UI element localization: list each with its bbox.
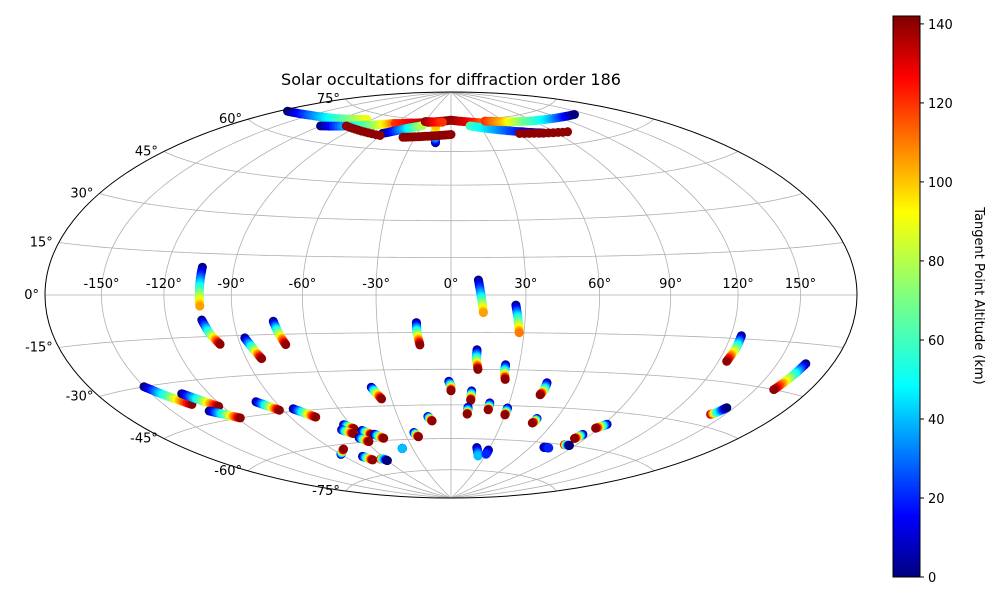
- latitude-labels: -75° -60° -45° -30° -15° 0° 15° 30° 45° 60° 75°: [24, 92, 340, 499]
- occultation-point: [769, 385, 779, 395]
- parallel-line: [58, 332, 844, 348]
- occultation-point: [414, 432, 423, 442]
- occultation-point: [215, 339, 225, 349]
- lon-tick-label: 30°: [514, 277, 537, 292]
- lat-tick-label: 15°: [30, 236, 53, 251]
- parallel-line: [247, 118, 655, 152]
- occultation-point: [379, 433, 389, 443]
- colorbar: 0 20 40 60 80 100 120 140 Tangent Point Altitud…: [892, 15, 986, 586]
- occultation-point: [364, 437, 374, 447]
- lat-tick-label: -30°: [66, 390, 94, 405]
- lat-tick-label: 60°: [219, 112, 242, 127]
- colorbar-tick-label: 120: [928, 97, 953, 112]
- occultation-point: [473, 451, 483, 461]
- occultation-point: [446, 130, 456, 139]
- chart-title: Solar occultations for diffraction order…: [281, 70, 621, 89]
- occultation-point: [570, 434, 579, 443]
- occultation-point: [368, 455, 378, 465]
- colorbar-tick-label: 0: [928, 571, 936, 586]
- occultation-point: [446, 386, 456, 396]
- occultation-point: [535, 390, 545, 400]
- colorbar-frame: [892, 15, 921, 578]
- colorbar-tick-label: 20: [928, 492, 945, 507]
- occultation-point: [478, 308, 488, 318]
- occultation-point: [437, 117, 447, 127]
- lat-tick-label: 30°: [70, 187, 93, 202]
- parallel-line: [99, 368, 803, 397]
- lon-tick-label: 90°: [659, 277, 682, 292]
- occultation-point: [722, 356, 732, 366]
- lon-tick-label: -90°: [217, 277, 245, 292]
- occultation-point: [462, 409, 472, 419]
- occultation-point: [235, 413, 245, 423]
- colorbar-tick-label: 40: [928, 413, 945, 428]
- parallel-line: [345, 469, 557, 492]
- colorbar-label: Tangent Point Altitude (km): [971, 206, 986, 384]
- graticule-grid: [45, 92, 857, 498]
- lon-tick-label: 120°: [722, 277, 753, 292]
- lat-tick-label: 0°: [24, 288, 39, 303]
- parallel-line: [99, 193, 803, 222]
- occultation-point: [397, 443, 407, 453]
- lon-tick-label: -60°: [289, 277, 317, 292]
- occultation-point: [483, 405, 493, 415]
- lat-tick-label: -45°: [130, 432, 158, 447]
- occultation-point: [563, 127, 573, 137]
- occultation-point: [281, 340, 291, 350]
- occultation-point: [339, 444, 348, 454]
- colorbar-tick-label: 60: [928, 334, 945, 349]
- lat-tick-label: -15°: [25, 341, 53, 356]
- colorbar-tick-label: 100: [928, 176, 953, 191]
- lon-tick-label: -30°: [362, 277, 390, 292]
- colorbar-gradient: [893, 16, 920, 577]
- occultation-point: [257, 354, 267, 364]
- lon-tick-label: -150°: [83, 277, 119, 292]
- occultation-point: [722, 403, 732, 413]
- occultation-point: [527, 418, 537, 428]
- occultation-point: [500, 410, 510, 420]
- lat-tick-label: 75°: [317, 92, 340, 107]
- parallel-line: [247, 438, 655, 472]
- occultation-point: [427, 416, 437, 426]
- longitude-labels: -150° -120° -90° -60° -30° 0° 30° 60° 90° 120° 150…: [83, 277, 816, 292]
- occultation-point: [473, 364, 483, 374]
- occultation-point: [382, 456, 392, 466]
- occultation-point: [377, 394, 387, 404]
- occultation-points: [139, 106, 811, 466]
- occultation-point: [311, 412, 321, 422]
- lon-tick-label: -120°: [146, 277, 182, 292]
- lat-tick-label: -75°: [312, 484, 340, 499]
- occultation-point: [570, 110, 579, 119]
- occultation-point: [500, 374, 510, 384]
- occultation-point: [415, 340, 425, 350]
- occultation-point: [375, 131, 385, 140]
- occultation-point: [544, 443, 554, 453]
- occultation-point: [565, 440, 574, 450]
- occultation-point: [514, 328, 524, 338]
- lon-tick-label: 0°: [444, 277, 459, 292]
- occultation-point: [274, 405, 284, 415]
- occultation-point: [466, 395, 476, 405]
- occultation-point: [591, 423, 601, 433]
- lat-tick-label: 45°: [135, 145, 158, 160]
- occultation-point: [481, 449, 491, 459]
- parallel-line: [58, 242, 844, 258]
- colorbar-tick-label: 80: [928, 255, 945, 270]
- parallel-line: [163, 151, 739, 186]
- map-boundary: [44, 91, 858, 499]
- colorbar-tick-label: 140: [928, 18, 953, 33]
- occultation-point: [195, 301, 205, 311]
- lat-tick-label: -60°: [214, 464, 242, 479]
- lon-tick-label: 150°: [785, 277, 816, 292]
- colorbar-ticks: 0 20 40 60 80 100 120 140: [920, 18, 953, 586]
- lon-tick-label: 60°: [588, 277, 611, 292]
